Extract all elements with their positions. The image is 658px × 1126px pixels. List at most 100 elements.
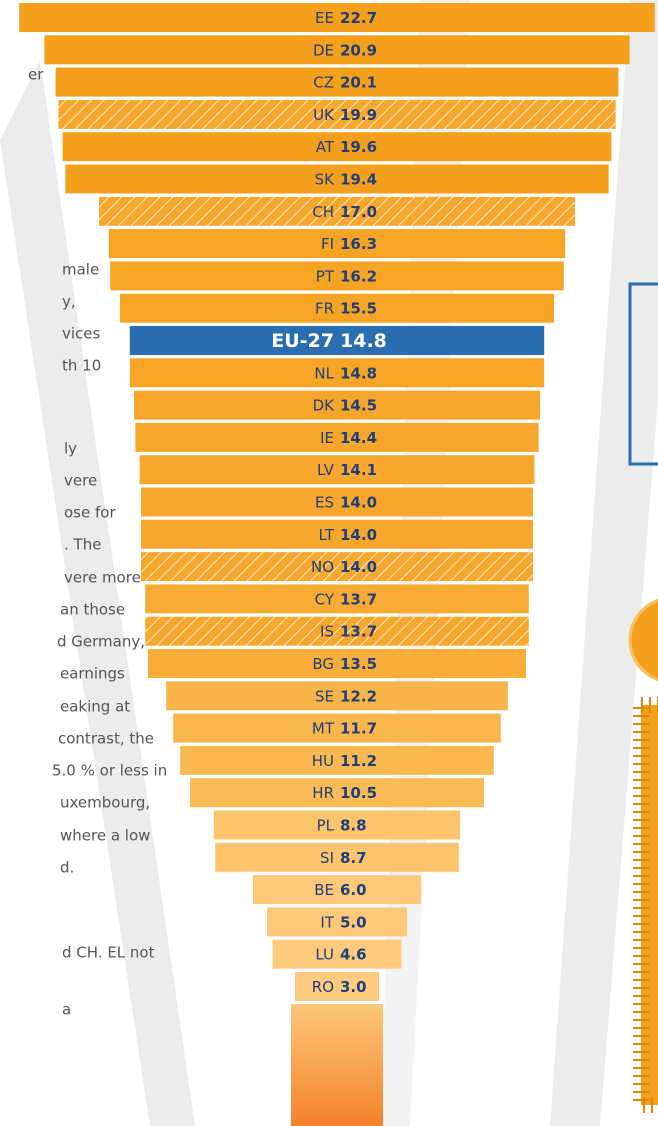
bar: [166, 681, 508, 710]
bar-value-label: 11.2: [340, 752, 377, 770]
bar-value-label: 22.7: [340, 9, 377, 27]
bar-category: IT: [320, 913, 334, 931]
bar-value-label: 12.2: [340, 687, 377, 705]
bar-value-label: 11.7: [340, 720, 377, 738]
bar: [130, 326, 544, 355]
bar-category: PT: [316, 267, 335, 285]
bar-category: HR: [312, 784, 334, 802]
bar-category: DE: [313, 41, 334, 59]
bar-value-label: 15.5: [340, 300, 377, 318]
side-text: an those: [60, 601, 125, 619]
bar: [173, 714, 501, 743]
side-text: d CH. EL not: [62, 944, 155, 962]
bar-value-label: 4.6: [340, 946, 367, 964]
bar: [145, 617, 529, 646]
infographic: ermaley,vicesth 10lyvereose for. Thevere…: [0, 0, 658, 1126]
bar-value-label: 14.4: [340, 429, 377, 447]
bar-category: EE: [315, 9, 334, 27]
bar-category: NO: [311, 558, 334, 576]
bar: [65, 165, 608, 194]
bar-value-label: 16.3: [340, 235, 377, 253]
bar: [58, 100, 615, 129]
funnel-tail: [291, 1004, 383, 1126]
bar-value-label: 5.0: [340, 913, 367, 931]
side-text: er: [28, 66, 44, 84]
side-text: y,: [62, 293, 76, 311]
bar: [110, 261, 564, 290]
bar-value-label: 13.7: [340, 590, 377, 608]
bar: [141, 488, 533, 517]
side-text: where a low: [60, 827, 150, 845]
bar: [141, 552, 533, 581]
bar-value-label: 6.0: [340, 881, 367, 899]
bar-category: LU: [315, 946, 334, 964]
bar: [190, 778, 484, 807]
side-text: 5.0 % or less in: [52, 762, 167, 780]
bar: [135, 423, 538, 452]
side-text: ose for: [64, 504, 116, 522]
bar: [99, 197, 575, 226]
bar-category: SK: [315, 171, 336, 189]
side-text: vices: [62, 325, 101, 343]
bar-category: LT: [319, 526, 335, 544]
bar-value-label: 3.0: [340, 978, 367, 996]
bar-category: LV: [317, 461, 335, 479]
bar-category: BE: [314, 881, 334, 899]
side-text: male: [62, 261, 99, 279]
bar-category: CY: [315, 590, 335, 608]
bar-category: CH: [312, 203, 334, 221]
bar-category: CZ: [313, 74, 334, 92]
side-text: vere more: [64, 569, 141, 587]
bar-category: AT: [316, 138, 335, 156]
bar-category: ES: [315, 494, 334, 512]
bar-category: BG: [312, 655, 334, 673]
bar-category: IS: [320, 623, 334, 641]
bar-value-label: 14.1: [340, 461, 377, 479]
bar-value-label: 10.5: [340, 784, 377, 802]
bar: [44, 35, 629, 64]
bar: [19, 3, 655, 32]
bar-value-label: 8.7: [340, 849, 367, 867]
bar: [140, 455, 535, 484]
bar: [120, 294, 554, 323]
bar-value-label: 16.2: [340, 267, 377, 285]
bar: [130, 358, 544, 387]
bar-value-label: 14.8: [340, 330, 387, 352]
side-text: eaking at: [60, 698, 130, 716]
bar: [180, 746, 494, 775]
bar: [109, 229, 565, 258]
bar-value-label: 17.0: [340, 203, 377, 221]
coin-stack: [641, 705, 658, 1105]
bar-value-label: 13.7: [340, 623, 377, 641]
bar: [215, 843, 459, 872]
bar-value-label: 20.9: [340, 41, 377, 59]
bar: [56, 68, 619, 97]
bar: [145, 584, 529, 613]
side-text: a: [62, 1001, 71, 1019]
bar-value-label: 13.5: [340, 655, 377, 673]
bar-category: FI: [321, 235, 334, 253]
bar-value-label: 14.0: [340, 494, 377, 512]
bar-category: HU: [312, 752, 334, 770]
bar-category: EU-27: [271, 330, 334, 352]
bar-value-label: 20.1: [340, 74, 377, 92]
bar-category: UK: [313, 106, 335, 124]
bar-value-label: 19.4: [340, 171, 377, 189]
bar: [273, 940, 402, 969]
bar-value-label: 14.8: [340, 364, 377, 382]
side-text: contrast, the: [58, 730, 154, 748]
side-text: th 10: [62, 357, 101, 375]
bar-category: MT: [312, 720, 335, 738]
bar-category: FR: [315, 300, 334, 318]
bar: [63, 132, 612, 161]
bar-value-label: 14.5: [340, 397, 377, 415]
side-text: uxembourg,: [60, 794, 150, 812]
bar: [267, 907, 407, 936]
bar-value-label: 19.6: [340, 138, 377, 156]
bar: [214, 811, 460, 840]
side-text: vere: [64, 472, 97, 490]
bar-category: PL: [317, 817, 335, 835]
bar-category: IE: [320, 429, 334, 447]
bar-category: NL: [314, 364, 334, 382]
bar-value-label: 14.0: [340, 526, 377, 544]
